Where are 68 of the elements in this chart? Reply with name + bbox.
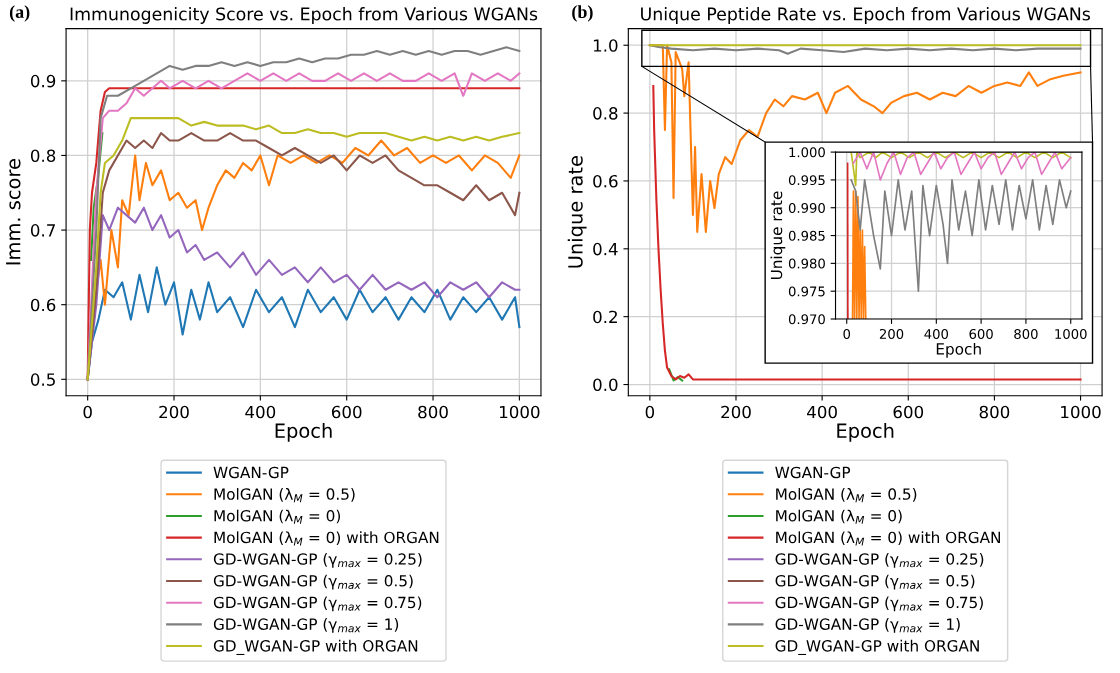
y-tick-label: 0.6 [593,174,618,188]
y-tick-label: 0.8 [593,107,618,120]
x-tick-label: 400 [807,405,837,419]
legend-label: MolGAN (λ$_{M}$ = 0) [776,509,902,524]
x-tick-label: 1000 [500,405,540,419]
x-axis-title: Epoch [837,422,894,442]
x-tick-label: 200 [879,328,904,339]
x-tick-label: 600 [969,328,993,339]
legend-label: GD-WGAN-GP (γ$_{max}$ = 0.5) [213,574,413,590]
text: (a) [9,5,30,22]
y-tick-label: 0.990 [788,202,825,213]
x-tick-label: 0 [645,405,655,419]
y-axis-title: Unique rate [770,191,786,280]
legend-label: WGAN-GP [775,466,851,479]
y-tick-label: 0.8 [30,149,56,163]
legend-label: MolGAN (λ$_{M}$ = 0) [214,509,341,524]
legend-label: MolGAN (λ$_{M}$ = 0.5) [214,488,355,503]
text: (b) [572,5,593,22]
y-tick-label: 0.4 [593,242,618,256]
y-tick-label: 1.0 [593,39,618,52]
x-tick-label: 600 [331,405,362,419]
legend-label: GD-WGAN-GP (γ$_{max}$ = 1) [213,618,399,633]
line-series [851,190,867,319]
y-axis-title: Imm. score [6,159,21,265]
x-tick-label: 0 [843,328,851,339]
legend-label: MolGAN (λ$_{M}$ = 0) with ORGAN [776,531,1000,546]
legend-label: GD-WGAN-GP (γ$_{max}$ = 0.5) [775,574,975,590]
x-tick-label: 400 [924,328,949,339]
x-tick-label: 400 [245,405,276,419]
y-tick-label: 0.2 [593,310,617,324]
x-tick-label: 0 [83,405,92,419]
x-tick-label: 600 [893,405,924,419]
chart-title: Unique Peptide Rate vs. Epoch from Various WGANs [641,7,1090,24]
y-tick-label: 0.980 [788,258,825,269]
legend-label: WGAN-GP [213,466,289,479]
y-tick-label: 0.975 [788,286,825,297]
y-tick-label: 0.985 [788,230,825,241]
legend-label: MolGAN (λ$_{M}$ = 0) with ORGAN [214,531,439,546]
chart-title: Immunogenicity Score vs. Epoch from Various WGANs [70,7,538,24]
x-axis-title: Epoch [275,422,332,442]
y-tick-label: 0.6 [30,298,56,312]
y-axis-title: Unique rate [567,156,587,268]
y-tick-label: 1.000 [789,147,825,158]
line-series [850,179,1072,293]
x-tick-label: 800 [1014,328,1038,339]
legend-label: GD-WGAN-GP (γ$_{max}$ = 1) [775,618,960,633]
x-tick-label: 200 [721,405,751,419]
legend-label: GD-WGAN-GP (γ$_{max}$ = 0.75) [775,596,983,612]
x-tick-label: 1000 [1055,328,1087,339]
line-series [852,152,1072,181]
legend-label: GD-WGAN-GP (γ$_{max}$ = 0.25) [775,553,984,568]
x-tick-label: 800 [418,405,448,419]
x-tick-label: 800 [979,405,1010,419]
line-series [648,44,1082,55]
legend-label: GD_WGAN-GP with ORGAN [213,639,418,656]
y-tick-label: 0.7 [30,224,55,237]
x-axis-title: Epoch [936,342,981,358]
y-tick-label: 0.0 [593,378,618,392]
y-tick-label: 0.970 [788,314,825,325]
y-tick-label: 0.5 [30,373,55,386]
x-tick-label: 1000 [1061,405,1101,419]
legend-label: GD_WGAN-GP with ORGAN [775,639,979,656]
x-tick-label: 200 [159,405,189,419]
y-tick-label: 0.9 [30,74,56,88]
legend-label: GD-WGAN-GP (γ$_{max}$ = 0.75) [213,596,422,612]
legend-label: GD-WGAN-GP (γ$_{max}$ = 0.25) [213,553,422,568]
y-tick-label: 0.995 [788,175,825,186]
legend-label: MolGAN (λ$_{M}$ = 0.5) [776,488,917,503]
